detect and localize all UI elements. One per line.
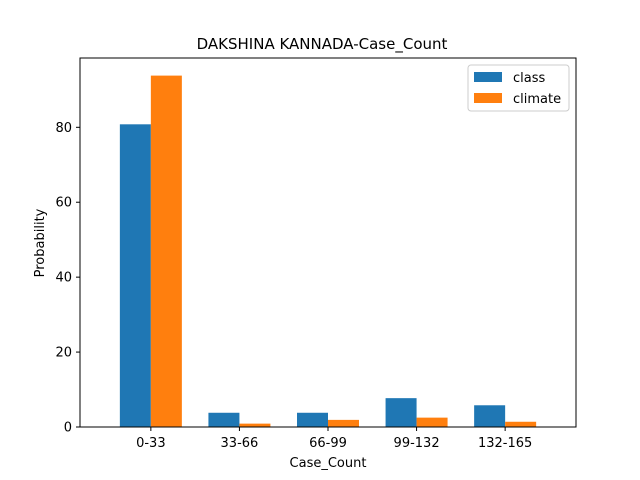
y-tick-label: 20 (55, 346, 72, 361)
bar-climate-33-66 (239, 424, 270, 427)
bar-climate-0-33 (151, 76, 182, 427)
bar-climate-99-132 (417, 418, 448, 427)
x-tick-label: 99-132 (394, 436, 440, 451)
bar-climate-132-165 (505, 422, 536, 427)
x-axis: 0-33 33-66 66-99 99-132 132-165 (136, 427, 532, 451)
bar-class-99-132 (386, 398, 417, 427)
legend-swatch-class (474, 72, 502, 82)
y-tick-label: 40 (55, 271, 72, 286)
bar-class-66-99 (297, 413, 328, 427)
y-axis-label: Probability (33, 208, 48, 277)
x-axis-label: Case_Count (290, 456, 367, 471)
legend-label-climate: climate (513, 92, 561, 107)
x-tick-label: 33-66 (221, 436, 259, 451)
bars-layer (120, 76, 536, 427)
bar-climate-66-99 (328, 420, 359, 427)
legend-label-class: class (513, 71, 545, 86)
y-tick-label: 60 (55, 196, 72, 211)
legend: class climate (468, 65, 569, 111)
bar-class-132-165 (474, 405, 505, 427)
x-tick-label: 0-33 (136, 436, 166, 451)
bar-class-0-33 (120, 124, 151, 427)
x-tick-label: 132-165 (478, 436, 532, 451)
legend-swatch-climate (474, 93, 502, 103)
y-tick-label: 0 (64, 421, 72, 436)
bar-class-33-66 (208, 413, 239, 427)
y-tick-label: 80 (55, 121, 72, 136)
chart-title: DAKSHINA KANNADA-Case_Count (197, 35, 448, 54)
x-tick-label: 66-99 (309, 436, 347, 451)
y-axis: 0 20 40 60 80 (55, 121, 80, 436)
